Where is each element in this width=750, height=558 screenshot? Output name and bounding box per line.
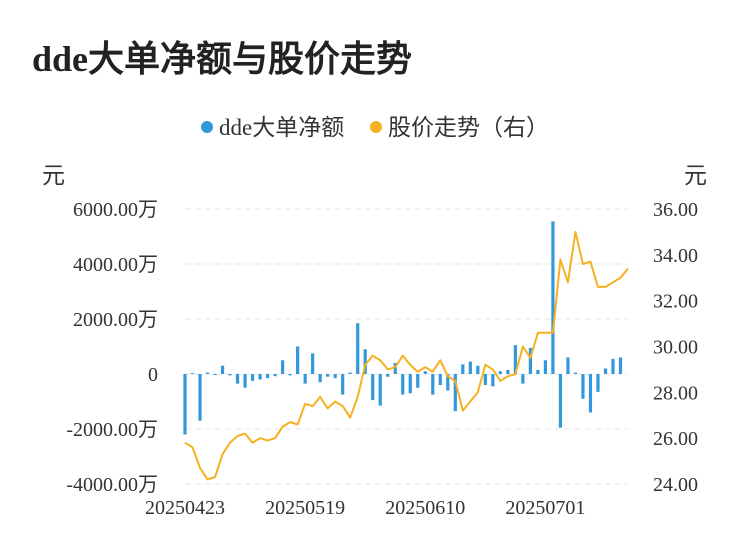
price-line [184,230,629,481]
bar [273,374,277,377]
bar [461,364,465,374]
bar [438,374,442,385]
bar [281,360,285,374]
bar [543,360,548,374]
bar [213,374,217,375]
legend-item-price[interactable]: 股价走势（右） [369,108,549,142]
bar [198,374,202,421]
bar [551,221,555,374]
bar [333,374,337,379]
legend-item-dde[interactable]: dde大单净额 [201,108,344,142]
bar [183,374,187,435]
y-left-tick-label: 4000.00万 [73,254,158,276]
bar [528,347,532,374]
y-right-tick-label: 32.00 [653,291,698,313]
legend-label-price: 股价走势（右） [387,115,549,140]
bar [558,374,563,428]
bar [566,357,570,374]
y-right-tick-label: 36.00 [653,199,698,221]
bar [326,374,330,377]
bar [423,371,427,374]
bar [235,374,240,384]
bar [431,374,435,395]
x-tick-label: 20250519 [265,497,345,519]
y-left-tick-label: 2000.00万 [73,309,158,331]
bar [356,323,360,374]
chart-legend: dde大单净额 股价走势（右） [0,108,750,142]
bar [581,374,585,399]
page-title: dde大单净额与股价走势 [32,39,413,79]
y-left-tick-label: -4000.00万 [66,474,158,496]
y-right-tick-label: 34.00 [653,245,698,267]
bar [618,357,623,374]
bar [476,365,480,374]
bar [303,374,307,384]
bar [498,371,502,374]
bar [190,373,195,375]
y-right-tick-label: 24.00 [653,474,698,496]
bar [513,345,517,374]
bar [468,361,472,374]
bar [296,346,300,374]
bar [408,374,412,394]
y-right-tick-label: 30.00 [653,337,698,359]
y-left-tick-label: -2000.00万 [66,419,158,441]
bar [386,374,390,377]
bar [401,374,405,395]
bar [363,349,367,374]
y-right-tick-label: 28.00 [653,382,698,404]
bar [348,372,352,374]
legend-dot-dde [201,121,214,133]
bar [596,374,600,392]
bar [265,374,270,379]
bar [371,374,375,401]
legend-label-dde: dde大单净额 [219,115,345,140]
bar [243,374,247,388]
x-tick-label: 20250423 [145,497,225,519]
bar [288,374,292,376]
y-left-tick-label: 0 [148,364,158,386]
right-axis-unit: 元 [684,163,707,188]
bar [393,363,397,374]
y-left-tick-label: 6000.00万 [73,199,158,221]
bar [318,374,322,383]
bar [603,368,608,374]
bar [611,358,615,374]
bar [416,374,420,388]
bar [521,374,525,384]
bar [205,372,210,374]
bar [341,374,345,395]
y-right-tick-label: 26.00 [653,428,698,450]
bar [588,374,593,413]
bar [536,369,540,374]
bar [378,374,382,406]
x-tick-label: 20250701 [505,497,585,519]
bar [573,372,578,374]
bar [311,353,315,374]
bar [446,374,450,391]
bar [258,374,262,380]
bar [228,374,232,376]
bar [491,374,495,387]
bar [220,365,225,374]
x-tick-label: 20250610 [385,497,465,519]
left-axis-unit: 元 [42,163,65,188]
bar [483,374,487,385]
bar [506,369,510,374]
bar [250,374,255,381]
legend-dot-price [369,121,382,133]
bar [453,374,457,412]
